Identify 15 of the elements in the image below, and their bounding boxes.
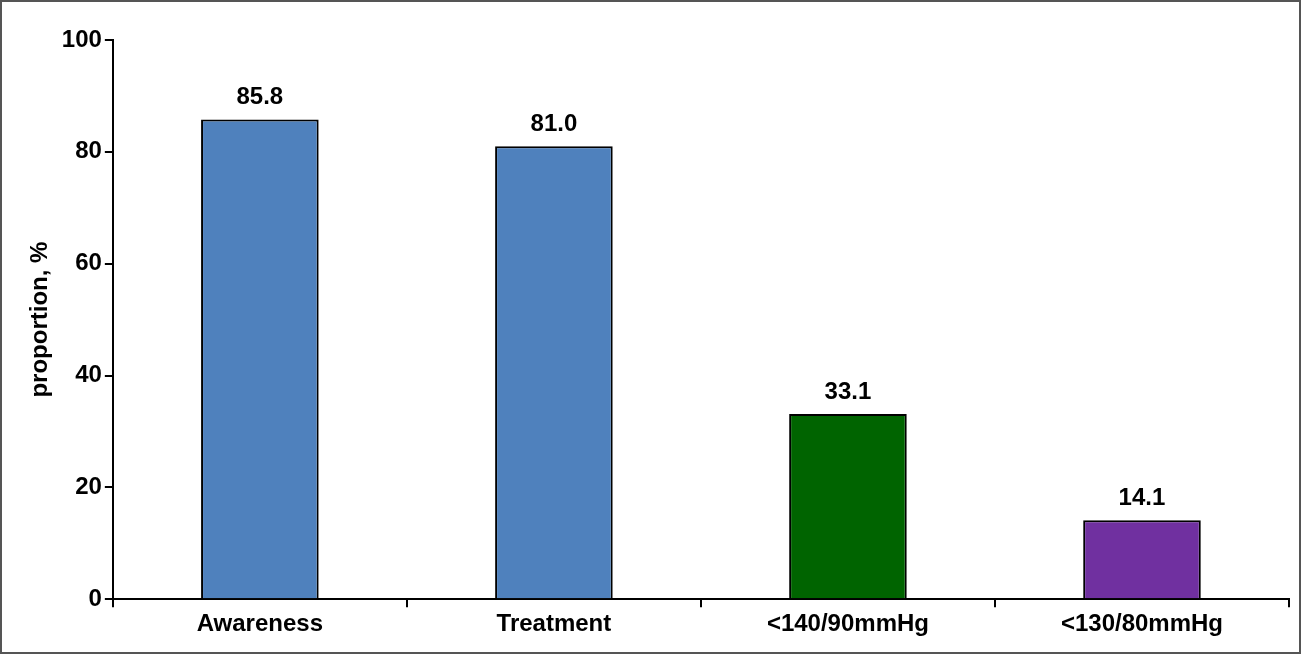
- y-tick-label: 100: [61, 24, 102, 52]
- y-tick-label: 40: [75, 360, 102, 388]
- y-tick-label: 0: [88, 583, 102, 611]
- data-label: 85.8: [236, 82, 284, 110]
- y-tick-label: 20: [75, 471, 102, 499]
- data-label: 33.1: [824, 376, 872, 404]
- data-label: 81.0: [530, 108, 578, 136]
- x-tick-label: Awareness: [196, 609, 324, 637]
- x-tick-label: <130/80mmHg: [1060, 609, 1224, 637]
- x-tick-label: Treatment: [496, 609, 612, 637]
- y-tick-label: 80: [75, 136, 102, 164]
- y-tick-label: 60: [75, 248, 102, 276]
- y-axis-title: proportion, %: [25, 241, 53, 398]
- x-tick-label: <140/90mmHg: [766, 609, 929, 637]
- data-label: 14.1: [1118, 482, 1166, 510]
